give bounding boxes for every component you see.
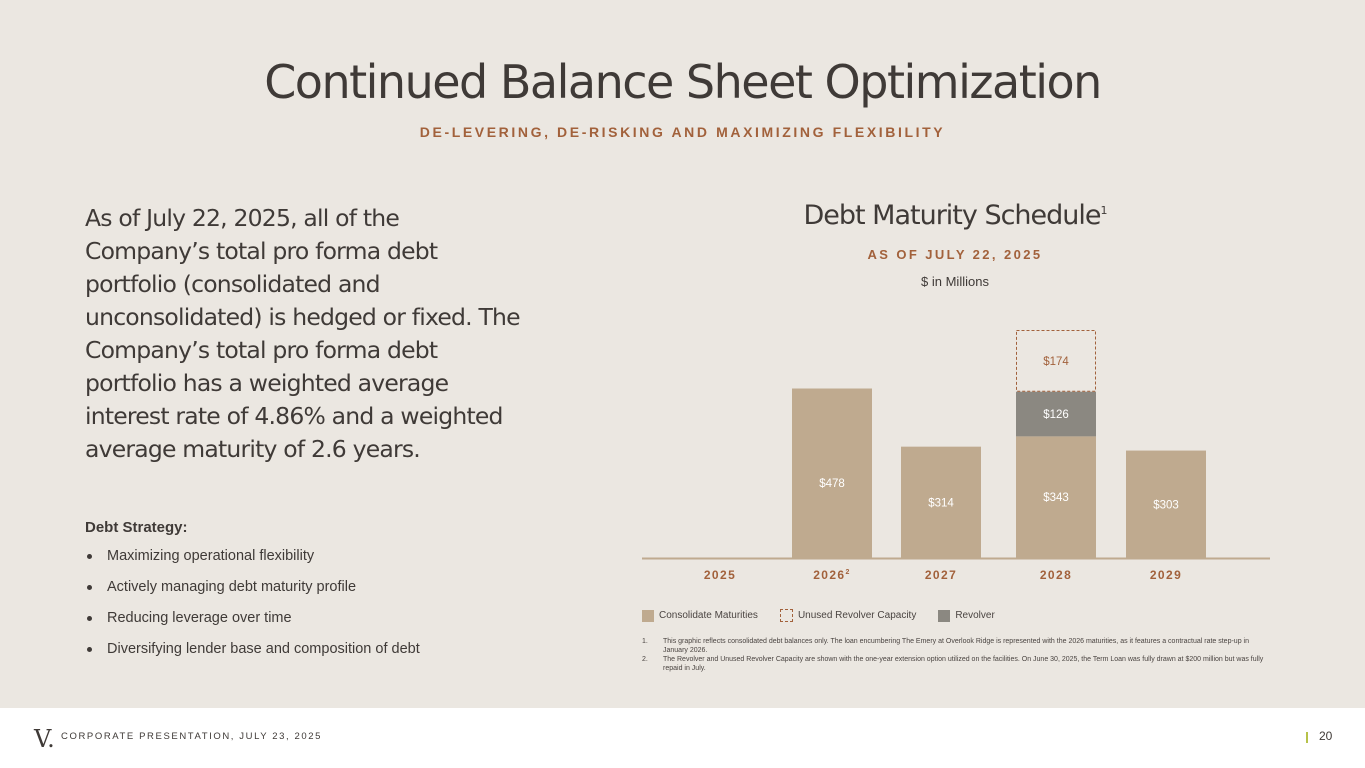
x-tick-label-2027: 2027 xyxy=(925,568,957,582)
footnote: 2. The Revolver and Unused Revolver Capac… xyxy=(642,655,1272,673)
company-logo: V. xyxy=(34,725,55,753)
page-number-divider xyxy=(1306,732,1308,743)
chart-title-footnote-mark: 1 xyxy=(1100,204,1108,217)
footnotes: 1. This graphic reflects consolidated deb… xyxy=(642,637,1272,673)
chart-title: Debt Maturity Schedule1 xyxy=(640,200,1270,231)
bar-consolidated-2026 xyxy=(792,388,872,558)
legend-item-revolver: Revolver xyxy=(938,609,995,622)
strategy-item-label: Maximizing operational flexibility xyxy=(107,548,315,564)
data-label-consolidated-2029: $303 xyxy=(1153,499,1179,511)
strategy-item-label: Actively managing debt maturity profile xyxy=(107,579,357,595)
chart-units: $ in Millions xyxy=(921,274,989,289)
bullet-icon xyxy=(87,554,92,559)
footer: V. CORPORATE PRESENTATION, JULY 23, 2025… xyxy=(0,708,1365,768)
page-subtitle: DE-LEVERING, DE-RISKING AND MAXIMIZING F… xyxy=(419,124,946,140)
bullet-icon xyxy=(87,647,92,652)
legend-swatch-unused xyxy=(779,609,793,622)
chart-title-text: Debt Maturity Schedule xyxy=(803,200,1101,231)
footer-text: CORPORATE PRESENTATION, JULY 23, 2025 xyxy=(61,731,323,742)
bar-consolidated-2028 xyxy=(1016,436,1096,558)
x-tick-label-2025: 2025 xyxy=(704,568,736,582)
legend-swatch-consolidated xyxy=(642,609,654,622)
strategy-item: Maximizing operational flexibility xyxy=(85,548,420,579)
debt-maturity-chart: 2025 $478 20262 $314 2027 $343 $126 $174 2028 $30… xyxy=(642,330,1270,582)
legend-swatch-revolver xyxy=(938,609,951,622)
bar-revolver-2028 xyxy=(1016,391,1096,437)
data-label-consolidated-2026: $478 xyxy=(819,478,845,490)
x-tick-label-2028: 2028 xyxy=(1040,568,1072,582)
page-number: 20 xyxy=(1319,729,1333,743)
chart-asof: AS OF JULY 22, 2025 xyxy=(867,247,1043,262)
footnote: 1. This graphic reflects consolidated deb… xyxy=(642,637,1272,655)
strategy-item: Actively managing debt maturity profile xyxy=(85,579,420,610)
data-label-revolver-2028: $126 xyxy=(1043,409,1069,421)
legend-label: Revolver xyxy=(955,610,995,621)
footnote-text: This graphic reflects consolidated debt … xyxy=(663,638,1249,654)
strategy-item: Reducing leverage over time xyxy=(85,610,420,641)
bullet-icon xyxy=(87,616,92,621)
data-label-consolidated-2028: $343 xyxy=(1043,492,1069,504)
footnote-text: The Revolver and Unused Revolver Capacit… xyxy=(663,656,1264,672)
footnote-number: 2. xyxy=(642,656,648,663)
legend-label: Consolidate Maturities xyxy=(659,610,758,621)
page-title: Continued Balance Sheet Optimization xyxy=(264,55,1102,109)
bar-consolidated-2027 xyxy=(901,446,981,558)
legend-item-unused: Unused Revolver Capacity xyxy=(779,609,917,622)
footnote-number: 1. xyxy=(642,638,648,645)
strategy-item-label: Diversifying lender base and composition… xyxy=(107,641,420,657)
data-label-consolidated-2027: $314 xyxy=(928,497,954,509)
legend-item-consolidated: Consolidate Maturities xyxy=(642,609,758,622)
strategy-list: Maximizing operational flexibility Activ… xyxy=(85,548,420,672)
x-tick-label-2029: 2029 xyxy=(1150,568,1182,582)
strategy-item-label: Reducing leverage over time xyxy=(107,610,292,626)
strategy-title: Debt Strategy: xyxy=(85,519,188,536)
data-label-unused-2028: $174 xyxy=(1043,356,1069,368)
bullet-icon xyxy=(87,585,92,590)
strategy-item: Diversifying lender base and composition… xyxy=(85,641,420,672)
bar-consolidated-2029 xyxy=(1126,450,1206,558)
x-tick-footnote-mark: 2 xyxy=(846,569,851,576)
legend-label: Unused Revolver Capacity xyxy=(797,610,917,621)
x-tick-label-2026: 20262 xyxy=(813,568,851,582)
chart-legend: Consolidate Maturities Unused Revolver C… xyxy=(642,609,1017,622)
intro-paragraph: As of July 22, 2025, all of the Company’… xyxy=(85,204,521,463)
